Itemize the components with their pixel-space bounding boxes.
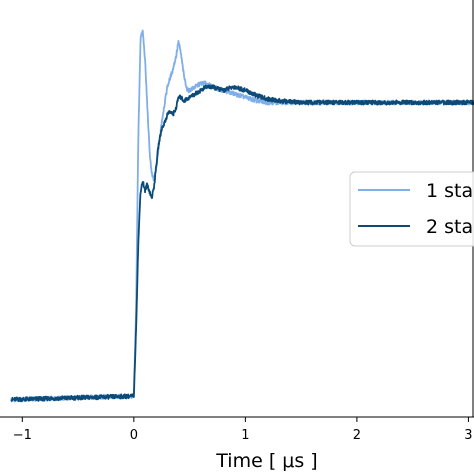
x-axis-label: Time [ μs ] bbox=[215, 450, 317, 472]
series-line-2 bbox=[10, 84, 474, 403]
x-tick-label: 1 bbox=[241, 428, 249, 443]
legend: 1 sta 2 sta bbox=[349, 171, 474, 247]
x-tick-label: 0 bbox=[130, 428, 138, 443]
x-tick-label: −1 bbox=[13, 428, 32, 443]
legend-entry-2-sta: 2 sta bbox=[426, 216, 473, 238]
x-ticks: −1 0 1 2 3 bbox=[13, 417, 473, 443]
x-tick-label: 2 bbox=[353, 428, 361, 443]
legend-entry-1-sta: 1 sta bbox=[426, 180, 473, 202]
x-tick-label: 3 bbox=[464, 428, 472, 443]
series-layer bbox=[10, 29, 474, 403]
